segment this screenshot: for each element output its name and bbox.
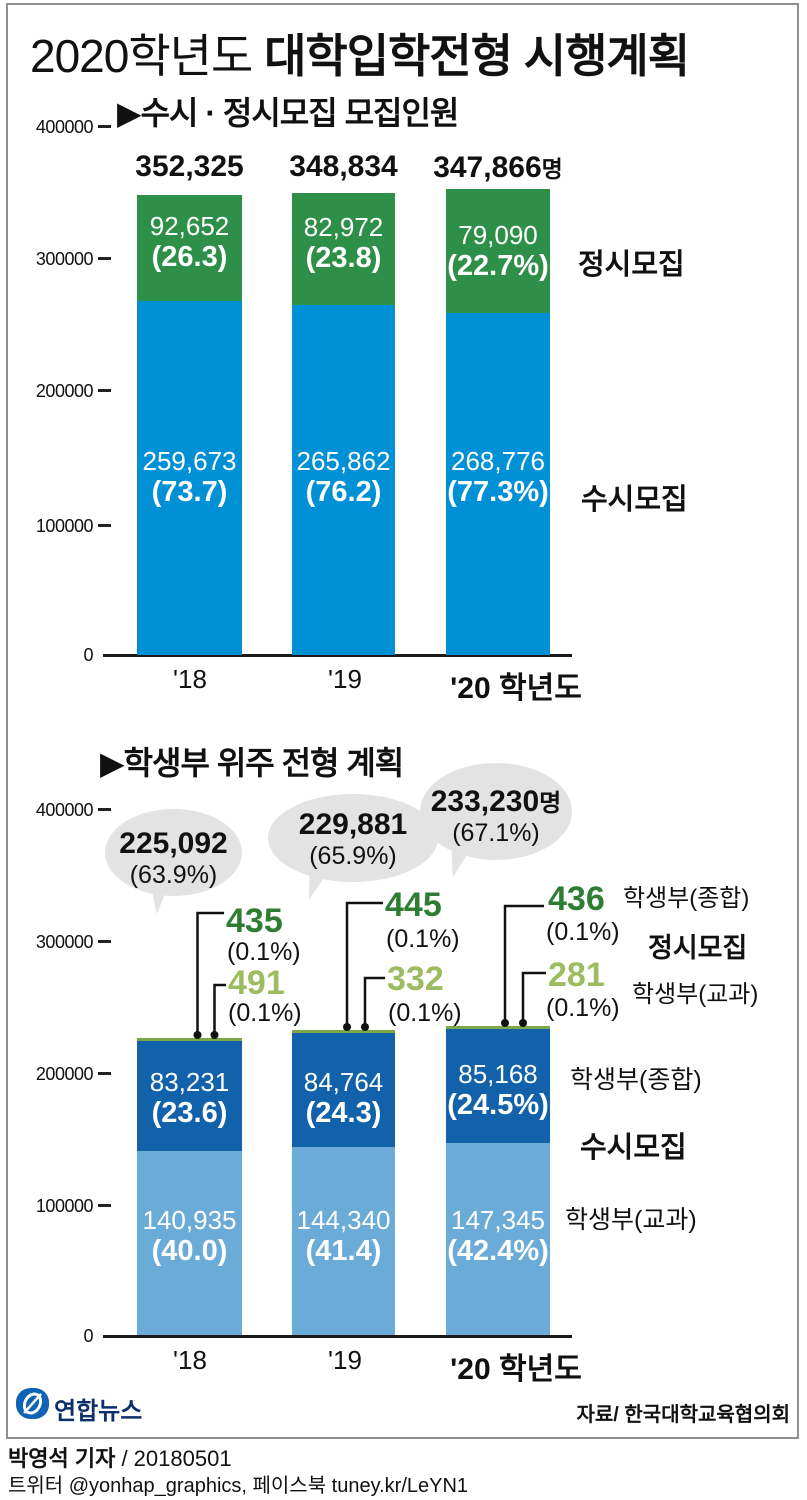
callout-gyogwa-18: 491 [228, 964, 285, 1002]
chart1-ytick-400000: 400000 [35, 117, 94, 137]
callout-jonghap-19-pct: (0.1%) [386, 925, 460, 953]
chart1-total-20: 347,866명 [433, 151, 563, 184]
bubble-tail [148, 887, 168, 915]
page-title-main: 대학입학전형 시행계획 [264, 30, 690, 82]
chart1-xlabel-19: '19 [328, 664, 362, 694]
chart2-x-axis [103, 1335, 572, 1338]
yonhap-swirl-icon [22, 1392, 43, 1415]
callout-jonghap-19: 445 [385, 886, 442, 924]
chart2-total-bubble-20: 233,230명 (67.1%) [420, 763, 572, 860]
chart2-ytick-400000: 400000 [35, 800, 94, 820]
chart1-ytick-100000: 100000 [35, 516, 94, 536]
chart2-label-susi: 수시모집 [580, 1132, 687, 1164]
chart1-bar18-susi-segment [137, 301, 242, 655]
callout-gyogwa-18-pct: (0.1%) [228, 999, 302, 1027]
chart2-xlabel-19: '19 [328, 1345, 362, 1375]
chart2-label-gyogwa-susi: 학생부(교과) [565, 1206, 697, 1234]
chart2-bar19-jeongsi-strip [292, 1030, 395, 1033]
yonhap-logo-icon [16, 1388, 49, 1419]
chart2-gyogwa-label-20: 147,345 (42.4%) [447, 1205, 549, 1268]
chart1-bar19-susi-segment [292, 305, 395, 655]
page-title-prefix: 2020학년도 [30, 30, 265, 82]
chart2-total-bubble-19: 229,881 (65.9%) [268, 794, 438, 882]
chart2-total-bubble-18: 225,092 (63.9%) [105, 809, 242, 896]
chart2-bar20-jonghap-segment [446, 1029, 550, 1143]
sns-links: 트위터 @yonhap_graphics, 페이스북 tuney.kr/LeYN… [8, 1475, 469, 1497]
callout-jonghap-20-pct: (0.1%) [546, 918, 620, 946]
callout-gyogwa-20: 281 [548, 956, 605, 994]
chart1-bar19-jeongsi-segment [292, 193, 395, 305]
chart1-xlabel-20: '20 학년도 [450, 672, 582, 705]
chart2-bar20-jeongsi-strip [446, 1026, 550, 1029]
callout-gyogwa-20-pct: (0.1%) [546, 994, 620, 1022]
chart1-tick-mark [98, 389, 111, 392]
chart2-ytick-100000: 100000 [35, 1196, 94, 1216]
chart2-tick-mark [98, 1204, 111, 1207]
byline: 박영석 기자 / 20180501 [8, 1441, 232, 1473]
chart1-total-18: 352,325 [135, 150, 244, 183]
callout-jonghap-18: 435 [226, 902, 283, 940]
callout-gyogwa-19-pct: (0.1%) [388, 999, 462, 1027]
callout-jonghap-20: 436 [548, 880, 605, 918]
chart1-ytick-200000: 200000 [35, 381, 94, 401]
chart2-label-gyogwa-jeongsi: 학생부(교과) [632, 981, 759, 1008]
chart1-ytick-0: 0 [83, 645, 93, 665]
chart1-jeongsi-label-18: 92,652 (26.3) [149, 211, 230, 274]
chart2-bar20-gyogwa-segment [446, 1143, 550, 1335]
chart2-bar18-jonghap-segment [137, 1041, 242, 1151]
chart1-total-19: 348,834 [289, 150, 398, 183]
chart2-tick-mark [98, 940, 111, 943]
chart1-susi-label-19: 265,862 (76.2) [296, 446, 391, 509]
chart1-tick-mark [98, 125, 111, 128]
chart1-legend-jeongsi: 정시모집 [578, 249, 685, 281]
chart2-title: ▶학생부 위주 전형 계획 [100, 745, 404, 781]
chart1-xlabel-18: '18 [173, 664, 207, 694]
source-credit: 자료/ 한국대학교육협의회 [576, 1404, 790, 1426]
chart1-jeongsi-label-20: 79,090 (22.7%) [447, 220, 549, 283]
chart1-title: ▶수시 · 정시모집 모집인원 [117, 95, 459, 131]
chart2-tick-mark [98, 808, 111, 811]
chart2-bar18-gyogwa-segment [137, 1151, 242, 1335]
chart2-gyogwa-label-18: 140,935 (40.0) [142, 1205, 237, 1268]
chart2-bar19-jonghap-segment [292, 1033, 395, 1147]
callout-jonghap-18-pct: (0.1%) [227, 938, 301, 966]
chart2-ytick-300000: 300000 [35, 932, 94, 952]
chart1-tick-mark [98, 257, 111, 260]
chart1-bar20-susi-segment [446, 313, 550, 655]
callout-gyogwa-19: 332 [387, 960, 444, 998]
chart2-xlabel-20: '20 학년도 [450, 1353, 582, 1386]
chart2-jonghap-label-20: 85,168 (24.5%) [447, 1059, 549, 1122]
chart2-ytick-200000: 200000 [35, 1064, 94, 1084]
chart1-x-axis [103, 654, 572, 657]
chart2-tick-mark [98, 1072, 111, 1075]
chart2-bar19-gyogwa-segment [292, 1147, 395, 1335]
chart2-jonghap-label-19: 84,764 (24.3) [303, 1067, 384, 1130]
chart2-jonghap-label-18: 83,231 (23.6) [149, 1067, 230, 1130]
byline-date: / 20180501 [115, 1446, 232, 1471]
chart2-gyogwa-label-19: 144,340 (41.4) [296, 1205, 391, 1268]
reporter-name: 박영석 기자 [8, 1446, 116, 1471]
chart2-bar18-jeongsi-strip [137, 1038, 242, 1041]
chart1-tick-mark [98, 524, 111, 527]
yonhap-logo-text: 연합뉴스 [54, 1398, 143, 1425]
chart2-label-jonghap-jeongsi: 학생부(종합) [623, 885, 750, 912]
chart2-ytick-0: 0 [83, 1326, 93, 1346]
chart1-ytick-300000: 300000 [35, 249, 94, 269]
chart2-label-jonghap-susi: 학생부(종합) [570, 1066, 702, 1094]
chart1-susi-label-18: 259,673 (73.7) [142, 446, 237, 509]
chart1-bar20-jeongsi-segment [446, 189, 550, 313]
chart2-label-jeongsi: 정시모집 [648, 933, 748, 963]
chart1-susi-label-20: 268,776 (77.3%) [447, 446, 549, 509]
chart1-legend-susi: 수시모집 [581, 484, 688, 516]
chart2-xlabel-18: '18 [173, 1345, 207, 1375]
chart1-jeongsi-label-19: 82,972 (23.8) [303, 212, 384, 275]
chart1-bar18-jeongsi-segment [137, 195, 242, 301]
page-title: 2020학년도 대학입학전형 시행계획 [30, 20, 730, 86]
